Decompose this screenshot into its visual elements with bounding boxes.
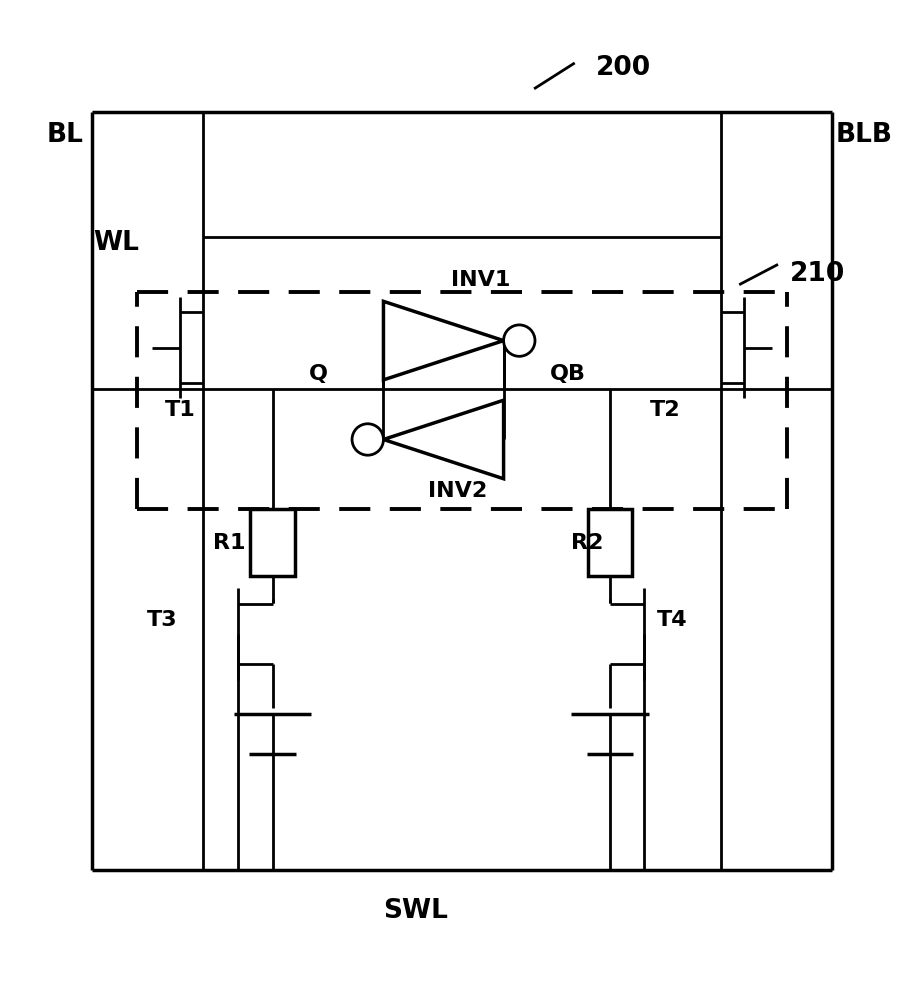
Text: Q: Q bbox=[310, 364, 328, 384]
Text: R1: R1 bbox=[213, 533, 246, 553]
Text: WL: WL bbox=[93, 230, 140, 256]
Text: T2: T2 bbox=[650, 400, 681, 420]
Text: 200: 200 bbox=[596, 55, 651, 81]
Text: T4: T4 bbox=[657, 610, 688, 630]
Text: INV2: INV2 bbox=[428, 481, 487, 501]
Text: INV1: INV1 bbox=[451, 270, 510, 290]
Text: BLB: BLB bbox=[835, 122, 893, 148]
Text: 210: 210 bbox=[790, 261, 845, 287]
Circle shape bbox=[352, 424, 383, 455]
Text: T1: T1 bbox=[164, 400, 196, 420]
Bar bbox=[250, 509, 295, 576]
Circle shape bbox=[504, 325, 535, 356]
Text: SWL: SWL bbox=[383, 898, 448, 924]
Text: BL: BL bbox=[46, 122, 83, 148]
Text: T3: T3 bbox=[146, 610, 177, 630]
Text: QB: QB bbox=[551, 364, 586, 384]
Text: R2: R2 bbox=[571, 533, 603, 553]
Bar bbox=[588, 509, 632, 576]
